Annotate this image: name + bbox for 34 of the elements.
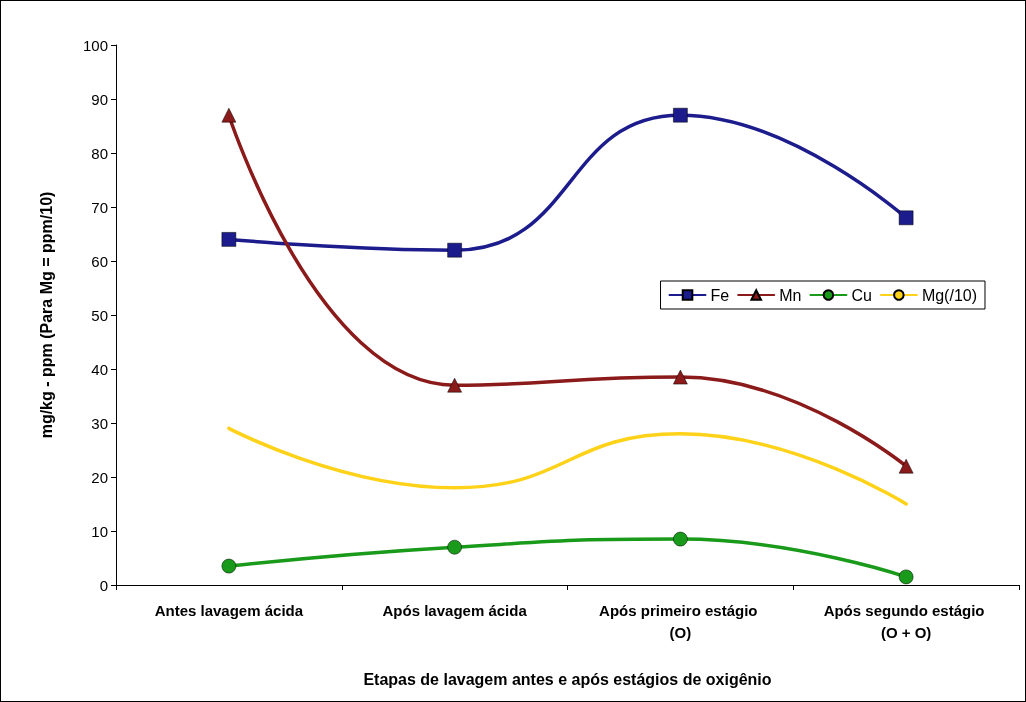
point bbox=[673, 531, 688, 547]
y-tick-label: 90 bbox=[91, 90, 108, 108]
point bbox=[447, 539, 462, 555]
point bbox=[898, 210, 914, 226]
y-tick-label: 80 bbox=[91, 144, 108, 162]
point bbox=[221, 232, 237, 247]
y-tick-label: 40 bbox=[91, 360, 108, 378]
y-tick-label: 60 bbox=[91, 252, 108, 270]
x-tick-label: Após lavagem ácida bbox=[382, 601, 528, 619]
y-tick-label: 30 bbox=[91, 414, 108, 432]
legend-label: Cu bbox=[851, 286, 872, 304]
y-tick-label: 100 bbox=[82, 36, 108, 54]
line-series bbox=[227, 426, 908, 506]
x-axis-title: Etapas de lavagem antes e após estágios de oxigênio bbox=[363, 670, 772, 688]
point bbox=[673, 369, 688, 385]
point bbox=[447, 242, 462, 258]
point bbox=[898, 458, 914, 474]
y-axis-title: mg/kg - ppm (Para Mg = ppm/10) bbox=[37, 191, 55, 439]
x-tick-label: Após segundo estágio (O + O) bbox=[823, 601, 989, 641]
point bbox=[221, 107, 237, 123]
x-tick-label: Após primeiro estágio (O) bbox=[599, 601, 762, 641]
point bbox=[673, 107, 688, 123]
legend-label: Mg(/10) bbox=[921, 286, 977, 304]
y-tick-label: 50 bbox=[91, 306, 108, 324]
x-tick-label: Antes lavagem ácida bbox=[154, 601, 304, 619]
y-tick-label: 0 bbox=[99, 576, 108, 594]
point bbox=[447, 377, 462, 393]
legend-label: Mn bbox=[779, 286, 802, 304]
y-tick-label: 20 bbox=[91, 468, 108, 486]
y-tick-label: 70 bbox=[91, 198, 108, 216]
point bbox=[898, 569, 914, 585]
legend-label: Fe bbox=[710, 286, 730, 304]
point bbox=[221, 558, 237, 574]
y-tick-label: 10 bbox=[91, 522, 108, 540]
